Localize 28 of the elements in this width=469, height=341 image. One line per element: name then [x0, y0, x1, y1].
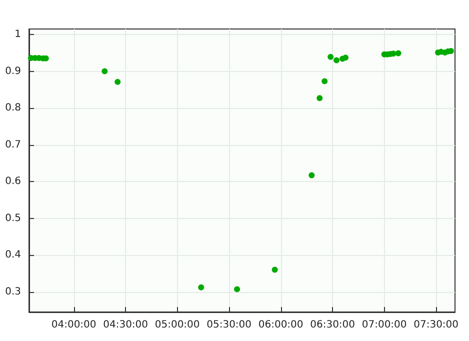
x-tick-label: 04:30:00 — [103, 320, 148, 330]
point — [322, 78, 328, 84]
point — [272, 266, 278, 273]
point — [328, 54, 334, 60]
point — [395, 50, 402, 56]
x-tick-label: 05:00:00 — [154, 320, 200, 330]
y-tick-label: 0.3 — [5, 286, 21, 298]
y-tick-label: 0.9 — [5, 66, 21, 77]
y-tick-label: 0.8 — [5, 102, 21, 114]
x-tick-label: 05:30:00 — [206, 320, 252, 330]
y-tick-label: 1 — [14, 29, 21, 40]
point — [342, 54, 348, 61]
point — [198, 284, 204, 290]
x-tick-label: 04:00:00 — [51, 320, 96, 330]
point — [234, 286, 240, 292]
x-tick-label: 07:30:00 — [414, 320, 459, 330]
y-tick-label: 0.5 — [5, 212, 21, 224]
point — [316, 95, 323, 102]
point — [114, 78, 121, 85]
point — [102, 68, 108, 74]
y-tick-label: 0.7 — [5, 139, 21, 150]
point — [334, 57, 340, 64]
y-tick-label: 0.6 — [5, 176, 21, 188]
y-tick-label: 0.4 — [5, 250, 21, 261]
point — [308, 172, 315, 178]
x-tick-label: 07:00:00 — [362, 320, 407, 330]
x-tick-label: 06:30:00 — [310, 320, 356, 330]
x-tick-label: 06:00:00 — [258, 320, 304, 330]
